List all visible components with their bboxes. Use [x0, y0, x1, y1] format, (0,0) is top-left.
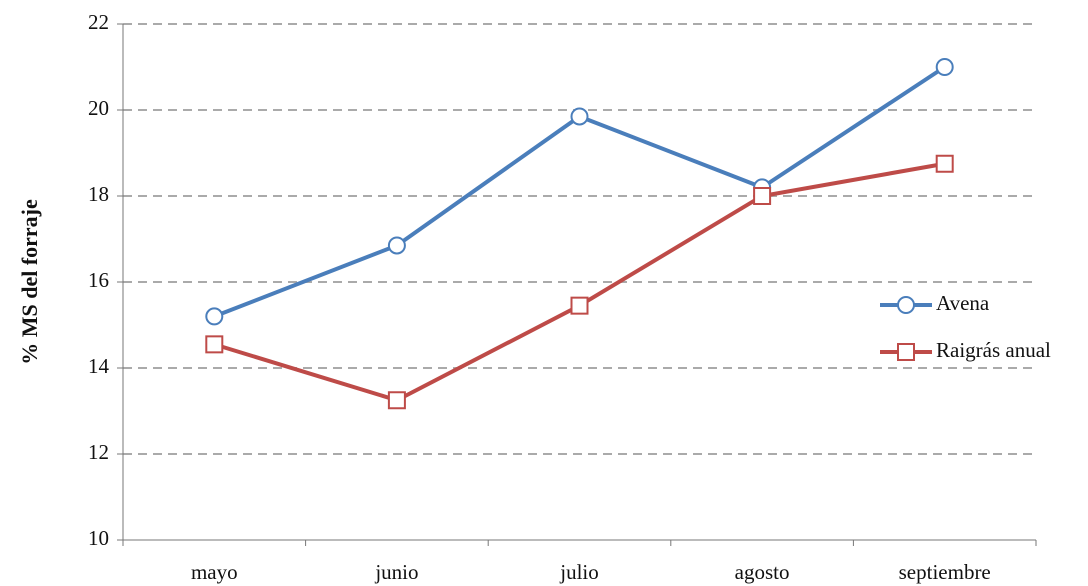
legend-label: Raigrás anual	[936, 338, 1051, 362]
y-tick-label: 16	[88, 268, 109, 292]
marker	[753, 187, 772, 205]
y-tick-label: 10	[88, 526, 109, 550]
marker	[935, 58, 954, 76]
marker	[387, 236, 406, 255]
x-tick-label: junio	[374, 560, 418, 584]
x-tick-label: julio	[559, 560, 599, 584]
marker	[570, 107, 589, 126]
series-line	[213, 65, 946, 319]
y-tick-label: 12	[88, 440, 109, 464]
y-tick-label: 14	[88, 354, 110, 378]
x-tick-label: septiembre	[899, 560, 991, 584]
marker	[387, 391, 406, 410]
marker	[570, 296, 589, 315]
marker	[897, 343, 915, 361]
x-tick-label: agosto	[735, 560, 790, 584]
y-axis-label: % MS del forraje	[17, 199, 42, 365]
marker	[205, 307, 224, 326]
y-tick-label: 20	[88, 96, 109, 120]
legend-label: Avena	[936, 291, 990, 315]
marker	[935, 154, 954, 173]
y-tick-label: 22	[88, 10, 109, 34]
x-tick-label: mayo	[191, 560, 238, 584]
y-tick-label: 18	[88, 182, 109, 206]
marker	[205, 335, 224, 354]
marker	[897, 296, 915, 314]
